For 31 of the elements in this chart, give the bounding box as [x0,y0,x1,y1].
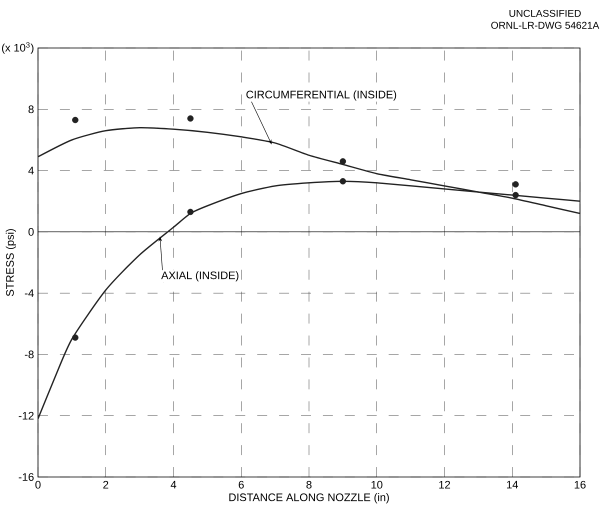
y-tick-label: -16 [18,473,34,481]
x-tick-label: 0 [35,480,41,489]
y-tick-label: -12 [18,412,34,420]
point [187,115,194,122]
point [340,178,346,184]
x-tick-label: 4 [170,480,176,488]
point [72,116,78,124]
text: AXIAL (INSIDE) [161,271,238,282]
x-axis-title: DISTANCE ALONG NOZZLE (in) [229,493,389,504]
x-tick-label: 10 [371,480,382,489]
point [187,208,194,216]
point [512,181,519,188]
x-tick-label: 6 [238,480,244,489]
y-tick-label: -4 [24,289,34,297]
point [340,158,346,165]
point [72,334,78,341]
y-axis-title: STRESS (psi) [6,229,16,296]
y-tick-label: (x 10$^{3}$) [2,42,34,54]
y-tick-label: 4 [28,166,34,174]
y-tick-label: -8 [24,350,34,358]
x-tick-label: 8 [306,480,312,489]
x-tick-label: 16 [574,480,586,489]
x-tick-label: 12 [439,480,450,489]
x-tick-label: 2 [103,480,108,489]
text: ORNL-LR-DWG 54621A [491,22,600,29]
point [512,192,519,198]
y-tick-label: 8 [28,105,34,114]
text: UNCLASSIFIED [510,10,581,17]
text: CIRCUMFERENTIAL (INSIDE) [246,90,396,101]
x-tick-label: 14 [506,480,518,488]
y-tick-label: 0 [28,228,34,236]
